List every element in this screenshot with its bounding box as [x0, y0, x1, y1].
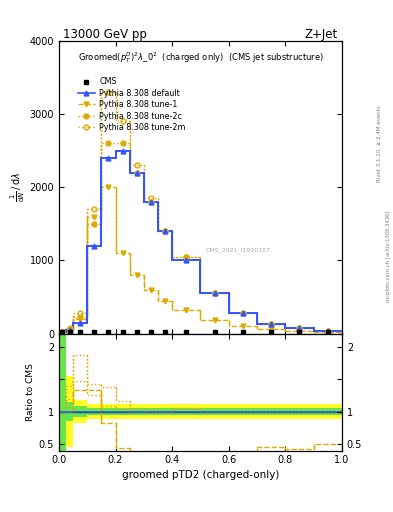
Text: mcplots.cern.ch [arXiv:1306.3436]: mcplots.cern.ch [arXiv:1306.3436]	[386, 210, 391, 302]
Y-axis label: Ratio to CMS: Ratio to CMS	[26, 363, 35, 421]
Text: Rivet 3.1.10, ≥ 2.4M events: Rivet 3.1.10, ≥ 2.4M events	[377, 105, 382, 182]
Legend: CMS, Pythia 8.308 default, Pythia 8.308 tune-1, Pythia 8.308 tune-2c, Pythia 8.3: CMS, Pythia 8.308 default, Pythia 8.308 …	[74, 74, 189, 135]
X-axis label: groomed pTD2 (charged-only): groomed pTD2 (charged-only)	[122, 470, 279, 480]
Text: Groomed$(p_T^D)^2\lambda\_0^2$  (charged only)  (CMS jet substructure): Groomed$(p_T^D)^2\lambda\_0^2$ (charged …	[77, 50, 323, 65]
Y-axis label: $\frac{1}{\mathrm{d}N}\,/\,\mathrm{d}\lambda$: $\frac{1}{\mathrm{d}N}\,/\,\mathrm{d}\la…	[8, 172, 27, 202]
Text: 13000 GeV pp: 13000 GeV pp	[63, 28, 147, 41]
Text: CMS_2021_I1920187: CMS_2021_I1920187	[206, 248, 271, 253]
Text: Z+Jet: Z+Jet	[305, 28, 338, 41]
